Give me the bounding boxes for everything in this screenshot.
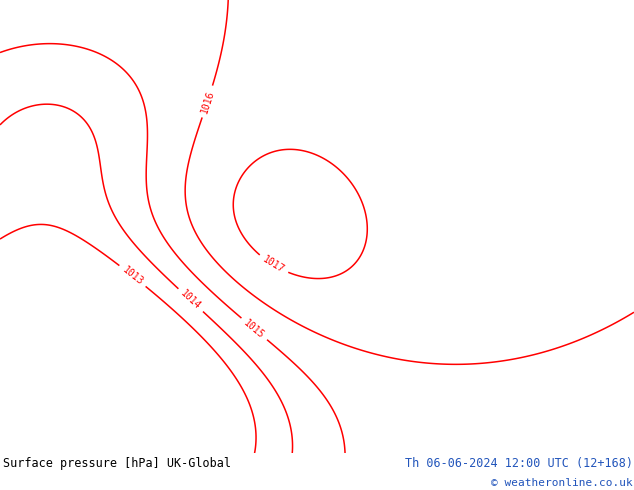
Text: © weatheronline.co.uk: © weatheronline.co.uk [491,478,633,489]
Text: Th 06-06-2024 12:00 UTC (12+168): Th 06-06-2024 12:00 UTC (12+168) [404,457,633,470]
Text: 1016: 1016 [199,89,216,114]
Text: 1017: 1017 [261,254,286,275]
Text: Surface pressure [hPa] UK-Global: Surface pressure [hPa] UK-Global [3,457,231,470]
Text: 1013: 1013 [120,265,145,287]
Text: 1014: 1014 [179,289,203,312]
Text: 1015: 1015 [242,318,266,341]
